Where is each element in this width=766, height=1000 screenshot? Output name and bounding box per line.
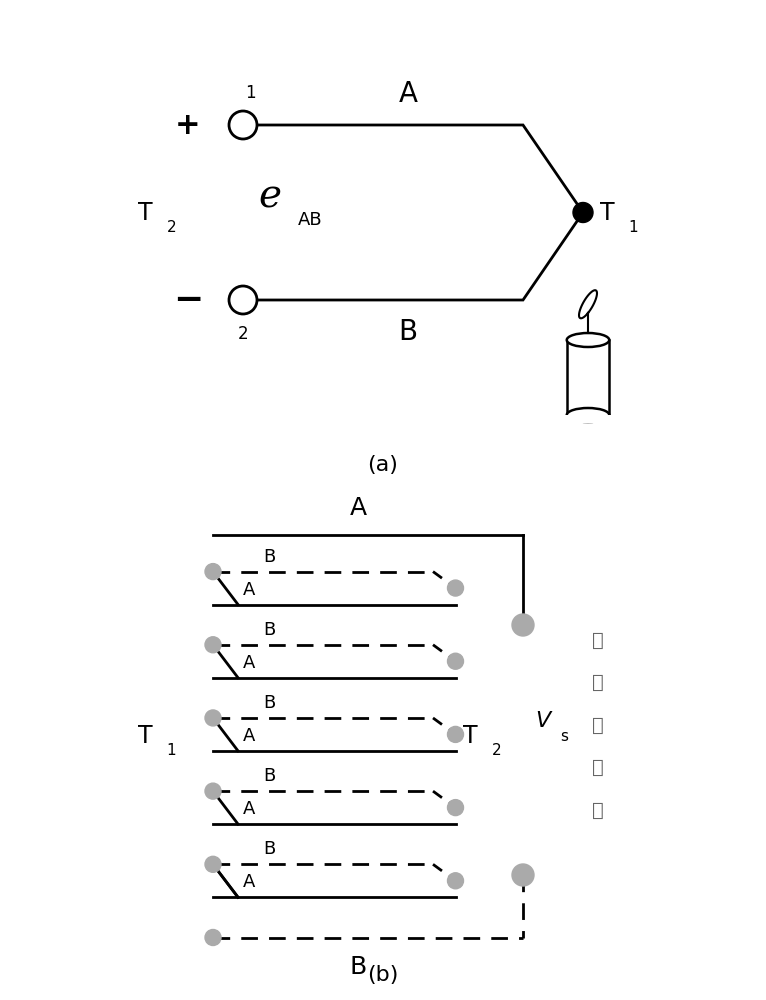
Circle shape bbox=[512, 864, 534, 886]
Circle shape bbox=[573, 202, 593, 223]
Bar bbox=[567, 340, 609, 415]
Text: A: A bbox=[243, 873, 255, 891]
Text: V: V bbox=[535, 711, 551, 731]
Text: A: A bbox=[243, 654, 255, 672]
Circle shape bbox=[447, 580, 463, 596]
Text: 势: 势 bbox=[592, 800, 604, 820]
Text: AB: AB bbox=[298, 211, 322, 229]
Text: (a): (a) bbox=[368, 455, 398, 475]
Text: 2: 2 bbox=[237, 325, 248, 343]
Text: B: B bbox=[263, 840, 275, 858]
Circle shape bbox=[205, 930, 221, 946]
Text: A: A bbox=[398, 80, 417, 107]
Text: B: B bbox=[263, 694, 275, 712]
Circle shape bbox=[205, 564, 221, 580]
Circle shape bbox=[447, 873, 463, 889]
Text: 电: 电 bbox=[592, 716, 604, 734]
Text: 2: 2 bbox=[492, 743, 501, 758]
Ellipse shape bbox=[567, 333, 609, 347]
Text: s: s bbox=[561, 729, 568, 744]
Bar bbox=[565, 415, 612, 422]
Circle shape bbox=[229, 286, 257, 314]
Text: 1: 1 bbox=[166, 743, 176, 758]
Circle shape bbox=[447, 800, 463, 816]
Text: A: A bbox=[243, 727, 255, 745]
Text: T: T bbox=[601, 200, 615, 225]
Text: B: B bbox=[263, 548, 275, 566]
Text: A: A bbox=[243, 581, 255, 599]
Text: 温: 温 bbox=[592, 631, 604, 650]
Text: B: B bbox=[263, 621, 275, 639]
Text: −: − bbox=[173, 283, 203, 317]
Text: +: + bbox=[175, 110, 201, 139]
Text: B: B bbox=[263, 767, 275, 785]
Circle shape bbox=[512, 614, 534, 636]
Text: A: A bbox=[349, 496, 367, 520]
Text: 1: 1 bbox=[245, 85, 256, 103]
Text: 2: 2 bbox=[167, 220, 177, 235]
Text: 差: 差 bbox=[592, 673, 604, 692]
Text: T: T bbox=[138, 724, 152, 748]
Circle shape bbox=[205, 783, 221, 799]
Text: (b): (b) bbox=[368, 965, 398, 985]
Text: 动: 动 bbox=[592, 758, 604, 777]
Text: e: e bbox=[258, 179, 281, 216]
Text: T: T bbox=[463, 724, 478, 748]
Text: A: A bbox=[243, 800, 255, 818]
Text: 1: 1 bbox=[628, 220, 637, 235]
Text: B: B bbox=[349, 955, 367, 979]
Circle shape bbox=[205, 710, 221, 726]
Circle shape bbox=[447, 653, 463, 669]
Text: B: B bbox=[398, 318, 417, 346]
Circle shape bbox=[205, 637, 221, 653]
Circle shape bbox=[205, 856, 221, 872]
Circle shape bbox=[447, 726, 463, 742]
Circle shape bbox=[229, 111, 257, 139]
Ellipse shape bbox=[567, 408, 609, 422]
Text: T: T bbox=[138, 200, 152, 225]
